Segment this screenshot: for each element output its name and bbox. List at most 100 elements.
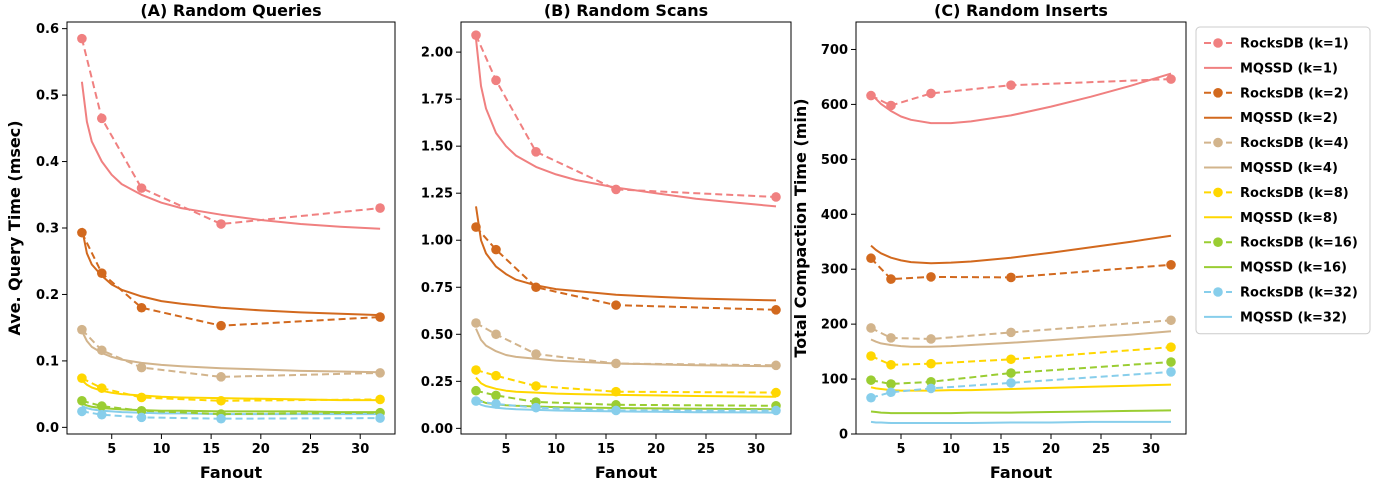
data-point-rocksdb-k16 xyxy=(886,379,896,389)
series-line-rocksdb-k4 xyxy=(475,322,777,367)
x-tick-label: 30 xyxy=(1142,442,1160,457)
data-point-rocksdb-k2 xyxy=(77,227,87,238)
data-point-rocksdb-k8 xyxy=(471,365,481,375)
legend-label: MQSSD (k=4) xyxy=(1240,161,1338,176)
data-point-rocksdb-k8 xyxy=(611,386,621,397)
data-point-rocksdb-k8 xyxy=(926,358,936,369)
data-point-rocksdb-k1 xyxy=(611,184,621,195)
data-point-rocksdb-k8 xyxy=(216,395,226,406)
series-line-mqssd-k2 xyxy=(80,227,381,317)
legend-marker xyxy=(1213,187,1223,198)
y-tick-label: 1.25 xyxy=(421,187,453,202)
plot-area xyxy=(80,38,381,420)
data-point-rocksdb-k1 xyxy=(216,219,226,229)
data-point-rocksdb-k8 xyxy=(1166,342,1176,353)
data-point-rocksdb-k32 xyxy=(771,405,781,416)
legend-entry: RocksDB (k=16) xyxy=(1204,236,1358,251)
data-point-rocksdb-k1 xyxy=(926,88,936,99)
x-axis-label: Fanout xyxy=(595,463,658,482)
legend-box xyxy=(1195,26,1371,335)
data-point-rocksdb-k1 xyxy=(471,30,481,40)
legend-marker xyxy=(1213,88,1223,98)
y-tick-label: 100 xyxy=(821,373,848,388)
legend-entry: MQSSD (k=1) xyxy=(1204,61,1338,76)
data-point-rocksdb-k32 xyxy=(471,396,481,406)
data-point-rocksdb-k4 xyxy=(866,323,876,333)
x-tick-label: 20 xyxy=(647,442,665,457)
series-line-mqssd-k1 xyxy=(870,72,1172,125)
data-point-rocksdb-k1 xyxy=(866,90,876,101)
data-point-rocksdb-k1 xyxy=(771,192,781,202)
data-point-rocksdb-k2 xyxy=(471,222,481,232)
data-point-rocksdb-k4 xyxy=(886,333,896,343)
data-point-rocksdb-k32 xyxy=(886,387,896,398)
y-tick-label: 0.1 xyxy=(36,354,59,369)
data-point-rocksdb-k32 xyxy=(216,413,226,424)
data-point-rocksdb-k4 xyxy=(611,358,621,369)
x-tick-label: 25 xyxy=(301,442,319,457)
y-tick-label: 200 xyxy=(821,318,848,333)
series-line-mqssd-k4 xyxy=(81,330,381,374)
data-point-rocksdb-k32 xyxy=(375,413,385,423)
legend-label: RocksDB (k=32) xyxy=(1240,286,1358,301)
data-point-rocksdb-k4 xyxy=(491,329,501,340)
series-line-rocksdb-k4 xyxy=(870,319,1172,341)
legend-entry: RocksDB (k=1) xyxy=(1204,37,1349,52)
plot-area xyxy=(475,34,777,414)
y-tick-label: 600 xyxy=(821,98,848,113)
data-point-rocksdb-k32 xyxy=(531,402,541,413)
series-line-rocksdb-k1 xyxy=(870,78,1172,107)
chart-panel-2: (B) Random Scans 5 10 15 20 25 30 0.00 0.25 0.50 0… xyxy=(421,1,792,482)
legend-entry: RocksDB (k=2) xyxy=(1204,86,1349,101)
series-line-rocksdb-k4 xyxy=(81,329,381,378)
legend-entry: MQSSD (k=16) xyxy=(1204,261,1347,276)
y-tick-label: 1.00 xyxy=(421,234,453,249)
axes-frame xyxy=(66,21,396,435)
data-point-rocksdb-k1 xyxy=(136,183,147,193)
series-line-mqssd-k8 xyxy=(475,376,777,398)
x-tick-label: 20 xyxy=(1042,442,1060,457)
data-point-rocksdb-k4 xyxy=(216,372,226,382)
chart-panel-1: (A) Random Queries 5 10 15 20 25 30 0.0 0.1 0.2 0.… xyxy=(5,1,396,482)
series-line-mqssd-k4 xyxy=(870,330,1172,348)
data-point-rocksdb-k4 xyxy=(531,349,541,359)
y-tick-label: 1.75 xyxy=(421,93,453,108)
data-point-rocksdb-k2 xyxy=(96,268,107,278)
data-point-rocksdb-k32 xyxy=(491,399,501,409)
series-line-mqssd-k32 xyxy=(870,420,1171,424)
x-tick-label: 15 xyxy=(597,442,615,457)
data-point-rocksdb-k8 xyxy=(375,394,385,405)
series-line-rocksdb-k2 xyxy=(475,226,777,311)
data-point-rocksdb-k16 xyxy=(136,405,147,416)
series-line-rocksdb-k1 xyxy=(80,38,381,226)
data-point-rocksdb-k32 xyxy=(77,406,87,417)
chart-title: (A) Random Queries xyxy=(140,1,321,20)
series-line-mqssd-k4 xyxy=(475,328,777,368)
legend-label: RocksDB (k=2) xyxy=(1240,86,1349,101)
x-tick-label: 25 xyxy=(697,442,715,457)
legend-label: MQSSD (k=32) xyxy=(1240,310,1347,325)
data-point-rocksdb-k1 xyxy=(375,203,385,213)
y-axis-label: Ave. Query Time (msec) xyxy=(5,120,24,335)
data-point-rocksdb-k8 xyxy=(886,359,896,370)
data-point-rocksdb-k8 xyxy=(771,387,781,398)
legend-label: RocksDB (k=4) xyxy=(1240,136,1349,151)
y-tick-label: 0 xyxy=(839,428,848,443)
data-point-rocksdb-k16 xyxy=(96,401,107,411)
data-point-rocksdb-k4 xyxy=(77,324,87,335)
y-tick-label: 0.0 xyxy=(36,421,59,436)
legend-marker xyxy=(1213,287,1223,297)
data-point-rocksdb-k32 xyxy=(1006,378,1016,388)
series-line-rocksdb-k8 xyxy=(81,377,381,402)
data-point-rocksdb-k16 xyxy=(471,385,481,396)
x-tick-label: 20 xyxy=(252,442,270,457)
y-tick-label: 700 xyxy=(821,43,848,58)
y-tick-label: 0.4 xyxy=(36,155,59,170)
data-point-rocksdb-k2 xyxy=(491,244,501,255)
data-point-rocksdb-k2 xyxy=(611,300,621,310)
legend-entry: MQSSD (k=2) xyxy=(1204,111,1338,126)
data-point-rocksdb-k2 xyxy=(771,305,781,315)
y-tick-label: 0.2 xyxy=(36,288,59,303)
